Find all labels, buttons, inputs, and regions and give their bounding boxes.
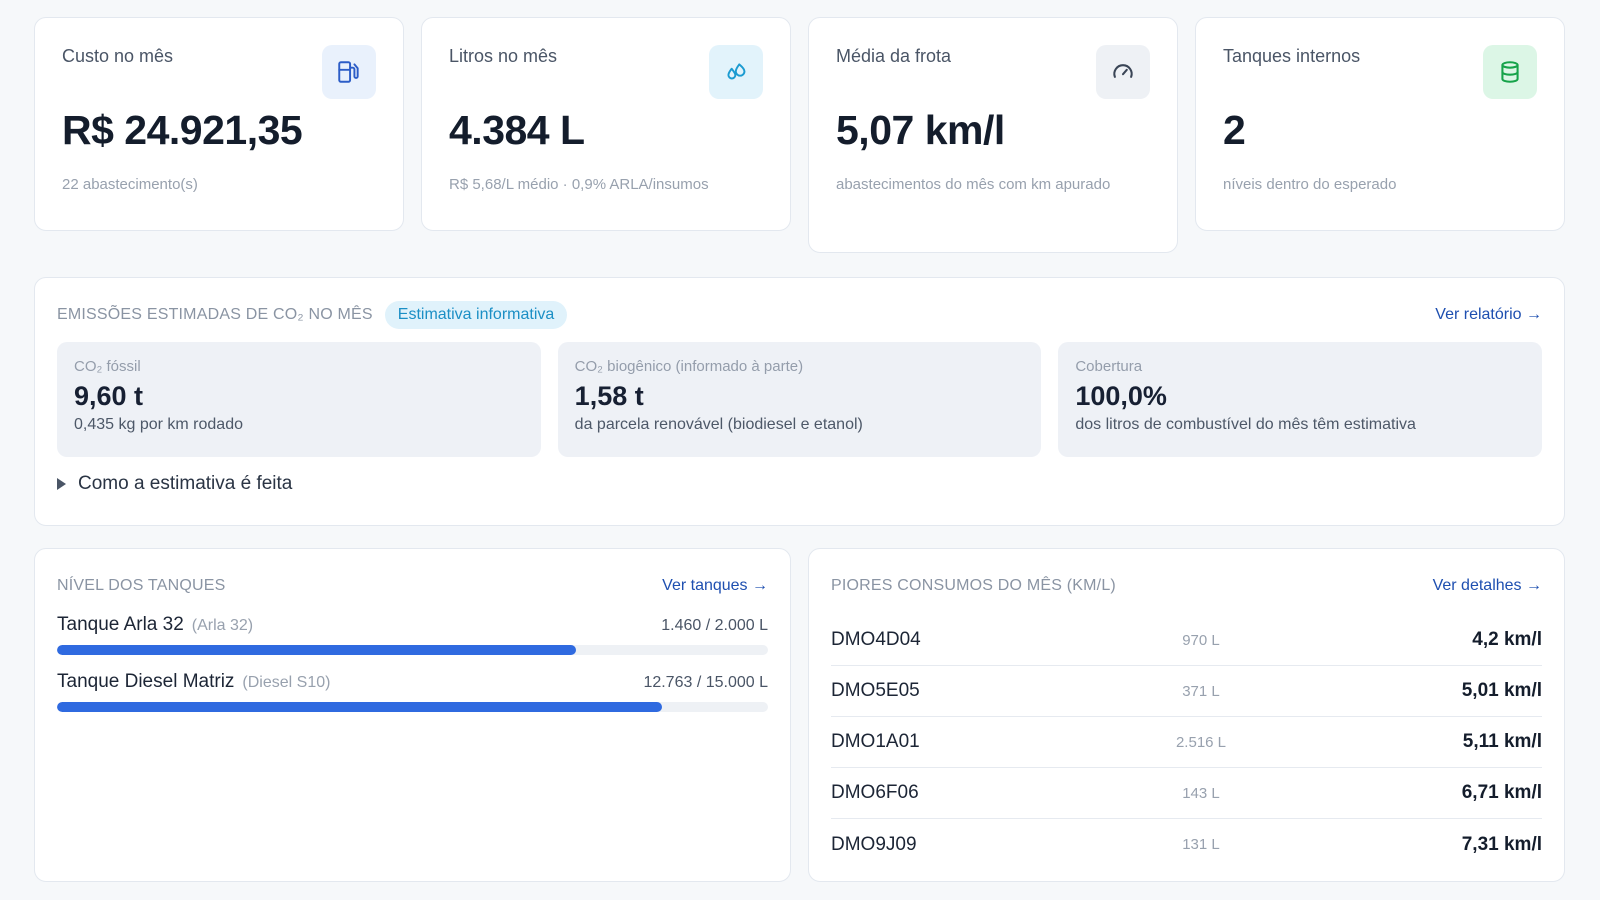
tank-type: (Diesel S10) (242, 674, 331, 691)
metric-label: Cobertura (1075, 358, 1143, 375)
kpi-subtitle: abastecimentos do mês com km apurado (836, 176, 1111, 193)
cylinder-icon (1483, 45, 1537, 99)
vehicle-row[interactable]: DMO9J09 131 L 7,31 km/l (831, 819, 1542, 870)
droplets-icon (709, 45, 763, 99)
vehicle-row[interactable]: DMO5E05 371 L 5,01 km/l (831, 666, 1542, 717)
vehicle-liters: 970 L (1182, 631, 1220, 649)
kpi-card-cost: Custo no mês R$ 24.921,35 22 abastecimen… (34, 17, 404, 231)
kpi-subtitle: R$ 5,68/L médio · 0,9% ARLA/insumos (449, 176, 709, 193)
vehicle-plate: DMO5E05 (831, 680, 920, 701)
view-details-link[interactable]: Ver detalhes → (1432, 577, 1542, 594)
kpi-title: Litros no mês (449, 46, 558, 66)
view-report-link[interactable]: Ver relatório → (1435, 306, 1542, 323)
vehicle-liters: 2.516 L (1175, 733, 1227, 751)
metric-description: dos litros de combustível do mês têm est… (1075, 416, 1416, 433)
metric-description: 0,435 kg por km rodado (74, 416, 243, 433)
vehicle-liters: 371 L (1182, 682, 1220, 700)
kpi-title: Tanques internos (1223, 46, 1361, 66)
tank-progress-bar (57, 645, 768, 655)
tank-item: Tanque Diesel Matriz (Diesel S10) 12.763… (57, 671, 768, 712)
emissions-panel: EMISSÕES ESTIMADAS DE CO₂ NO MÊS Estimat… (34, 277, 1565, 526)
details-label: Como a estimativa é feita (78, 473, 293, 494)
vehicle-liters: 131 L (1182, 836, 1220, 853)
gauge-icon (1096, 45, 1150, 99)
kpi-card-internal-tanks: Tanques internos 2 níveis dentro do espe… (1195, 17, 1565, 231)
kpi-value: 5,07 km/l (836, 107, 1005, 153)
tank-item: Tanque Arla 32 (Arla 32) 1.460 / 2.000 L (57, 614, 768, 655)
tank-progress-fill (57, 645, 577, 655)
vehicle-efficiency: 4,2 km/l (1472, 629, 1542, 650)
worst-consumption-panel: PIORES CONSUMOS DO MÊS (KM/L) Ver detalh… (808, 548, 1565, 882)
metric-label: CO₂ biogênico (informado à parte) (574, 358, 804, 375)
kpi-card-fleet-average: Média da frota 5,07 km/l abastecimentos … (808, 17, 1178, 253)
kpi-value: 2 (1223, 107, 1246, 153)
vehicle-efficiency: 7,31 km/l (1461, 833, 1542, 855)
metric-coverage: Cobertura 100,0% dos litros de combustív… (1058, 342, 1543, 457)
emissions-header: EMISSÕES ESTIMADAS DE CO₂ NO MÊS Estimat… (57, 300, 1542, 330)
vehicle-row[interactable]: DMO1A01 2.516 L 5,11 km/l (831, 717, 1542, 768)
metric-biogenic-co2: CO₂ biogênico (informado à parte) 1,58 t… (557, 342, 1042, 457)
emissions-metrics: CO₂ fóssil 9,60 t 0,435 kg por km rodado… (57, 342, 1543, 457)
tank-name: Tanque Arla 32 (57, 614, 184, 635)
vehicle-row[interactable]: DMO6F06 143 L 6,71 km/l (831, 768, 1542, 819)
metric-value: 100,0% (1075, 381, 1167, 411)
vehicle-list: DMO4D04 970 L 4,2 km/l DMO5E05 371 L 5,0… (831, 615, 1542, 870)
tanks-header: NÍVEL DOS TANQUES Ver tanques → (57, 571, 768, 601)
vehicle-efficiency: 5,11 km/l (1462, 731, 1542, 752)
metric-label: CO₂ fóssil (74, 358, 141, 375)
kpi-value: R$ 24.921,35 (62, 107, 303, 153)
tank-progress-fill (57, 702, 663, 712)
kpi-title: Média da frota (836, 46, 952, 66)
section-title: EMISSÕES ESTIMADAS DE CO₂ NO MÊS (57, 306, 373, 323)
vehicle-plate: DMO1A01 (831, 731, 920, 752)
kpi-title: Custo no mês (62, 46, 174, 66)
caret-right-icon (57, 478, 66, 490)
tank-name: Tanque Diesel Matriz (57, 671, 235, 692)
view-tanks-link[interactable]: Ver tanques → (662, 577, 768, 594)
metric-description: da parcela renovável (biodiesel e etanol… (574, 416, 863, 433)
tank-levels-panel: NÍVEL DOS TANQUES Ver tanques → Tanque A… (34, 548, 791, 882)
vehicle-liters: 143 L (1182, 784, 1220, 802)
kpi-subtitle: níveis dentro do esperado (1223, 176, 1397, 193)
section-title: NÍVEL DOS TANQUES (57, 577, 226, 594)
vehicle-row[interactable]: DMO4D04 970 L 4,2 km/l (831, 615, 1542, 666)
vehicle-plate: DMO4D04 (831, 629, 921, 650)
worst-header: PIORES CONSUMOS DO MÊS (KM/L) Ver detalh… (831, 571, 1542, 601)
tank-level: 1.460 / 2.000 L (661, 617, 768, 634)
vehicle-plate: DMO6F06 (831, 782, 919, 803)
estimate-details-toggle[interactable]: Como a estimativa é feita (57, 473, 1542, 495)
vehicle-efficiency: 6,71 km/l (1461, 782, 1542, 803)
tank-type: (Arla 32) (191, 617, 254, 634)
vehicle-efficiency: 5,01 km/l (1461, 680, 1542, 701)
kpi-row: Custo no mês R$ 24.921,35 22 abastecimen… (34, 17, 1565, 253)
tank-progress-bar (57, 702, 768, 712)
kpi-subtitle: 22 abastecimento(s) (62, 176, 198, 193)
kpi-value: 4.384 L (449, 107, 585, 153)
fuel-pump-icon (322, 45, 376, 99)
tank-level: 12.763 / 15.000 L (643, 674, 768, 691)
section-title: PIORES CONSUMOS DO MÊS (KM/L) (831, 577, 1116, 594)
vehicle-plate: DMO9J09 (831, 833, 917, 855)
metric-value: 1,58 t (574, 381, 644, 411)
metric-value: 9,60 t (74, 381, 144, 411)
estimate-badge: Estimativa informativa (384, 301, 568, 329)
kpi-card-liters: Litros no mês 4.384 L R$ 5,68/L médio · … (421, 17, 791, 231)
metric-fossil-co2: CO₂ fóssil 9,60 t 0,435 kg por km rodado (57, 342, 541, 457)
